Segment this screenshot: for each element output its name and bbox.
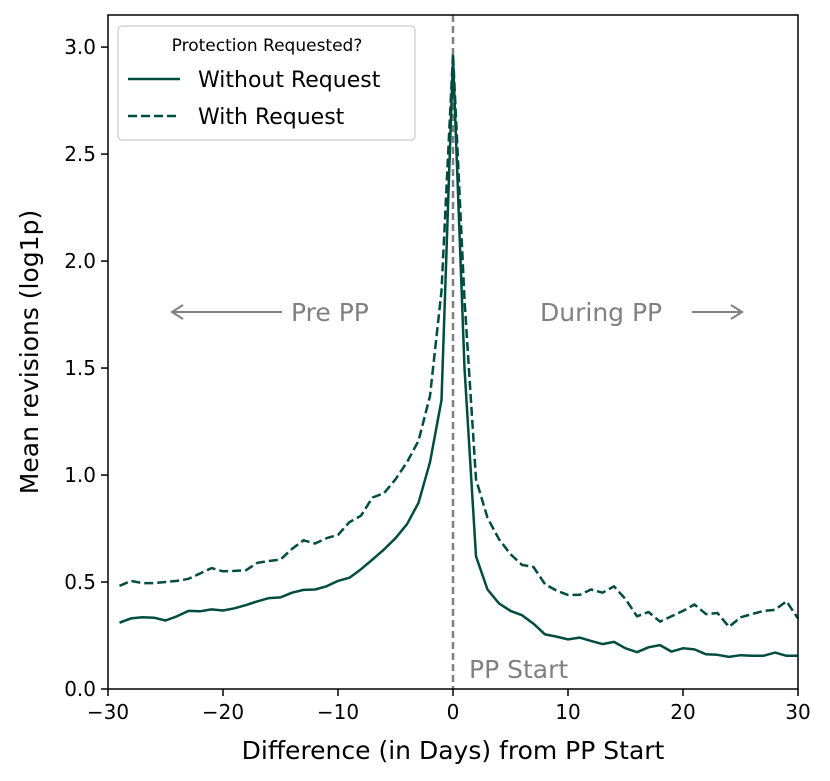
pp-start-label: PP Start xyxy=(469,655,568,684)
legend-label-with-request: With Request xyxy=(198,105,345,130)
series-line-with-request xyxy=(119,52,800,629)
legend: Protection Requested? Without Request Wi… xyxy=(117,25,416,141)
y-tick-label: 0.0 xyxy=(64,677,96,701)
x-tick-label: −10 xyxy=(317,700,359,724)
series-group xyxy=(119,52,800,659)
y-tick-label: 2.0 xyxy=(64,249,96,273)
legend-label-without-request: Without Request xyxy=(198,68,381,93)
pre-pp-annotation: Pre PP xyxy=(170,298,369,327)
pre-pp-arrow-head-icon xyxy=(170,304,184,320)
y-tick-label: 1.0 xyxy=(64,463,96,487)
axes: −30 −20 −10 0 10 20 30 0.0 0.5 1.0 1.5 2.0 2.5 3.0 xyxy=(64,14,811,724)
y-tick-label: 0.5 xyxy=(64,570,96,594)
y-tick-label: 3.0 xyxy=(64,35,96,59)
y-tick-label: 2.5 xyxy=(64,142,96,166)
y-tick-label: 1.5 xyxy=(64,356,96,380)
y-axis-title: Mean revisions (log1p) xyxy=(15,210,44,494)
x-tick-label: −30 xyxy=(87,700,129,724)
legend-title: Protection Requested? xyxy=(172,36,363,56)
during-pp-annotation: During PP xyxy=(540,298,744,327)
legend-box xyxy=(117,25,416,141)
series-line-without-request xyxy=(119,56,798,659)
x-tick-label: −20 xyxy=(202,700,244,724)
x-tick-label: 10 xyxy=(555,700,580,724)
x-tick-label: 20 xyxy=(670,700,695,724)
x-axis-title: Difference (in Days) from PP Start xyxy=(242,736,665,765)
x-tick-label: 0 xyxy=(447,700,460,724)
x-tick-label: 30 xyxy=(785,700,810,724)
during-pp-label: During PP xyxy=(540,298,662,327)
pre-pp-label: Pre PP xyxy=(291,298,369,327)
during-pp-arrow-head-icon xyxy=(730,304,744,320)
